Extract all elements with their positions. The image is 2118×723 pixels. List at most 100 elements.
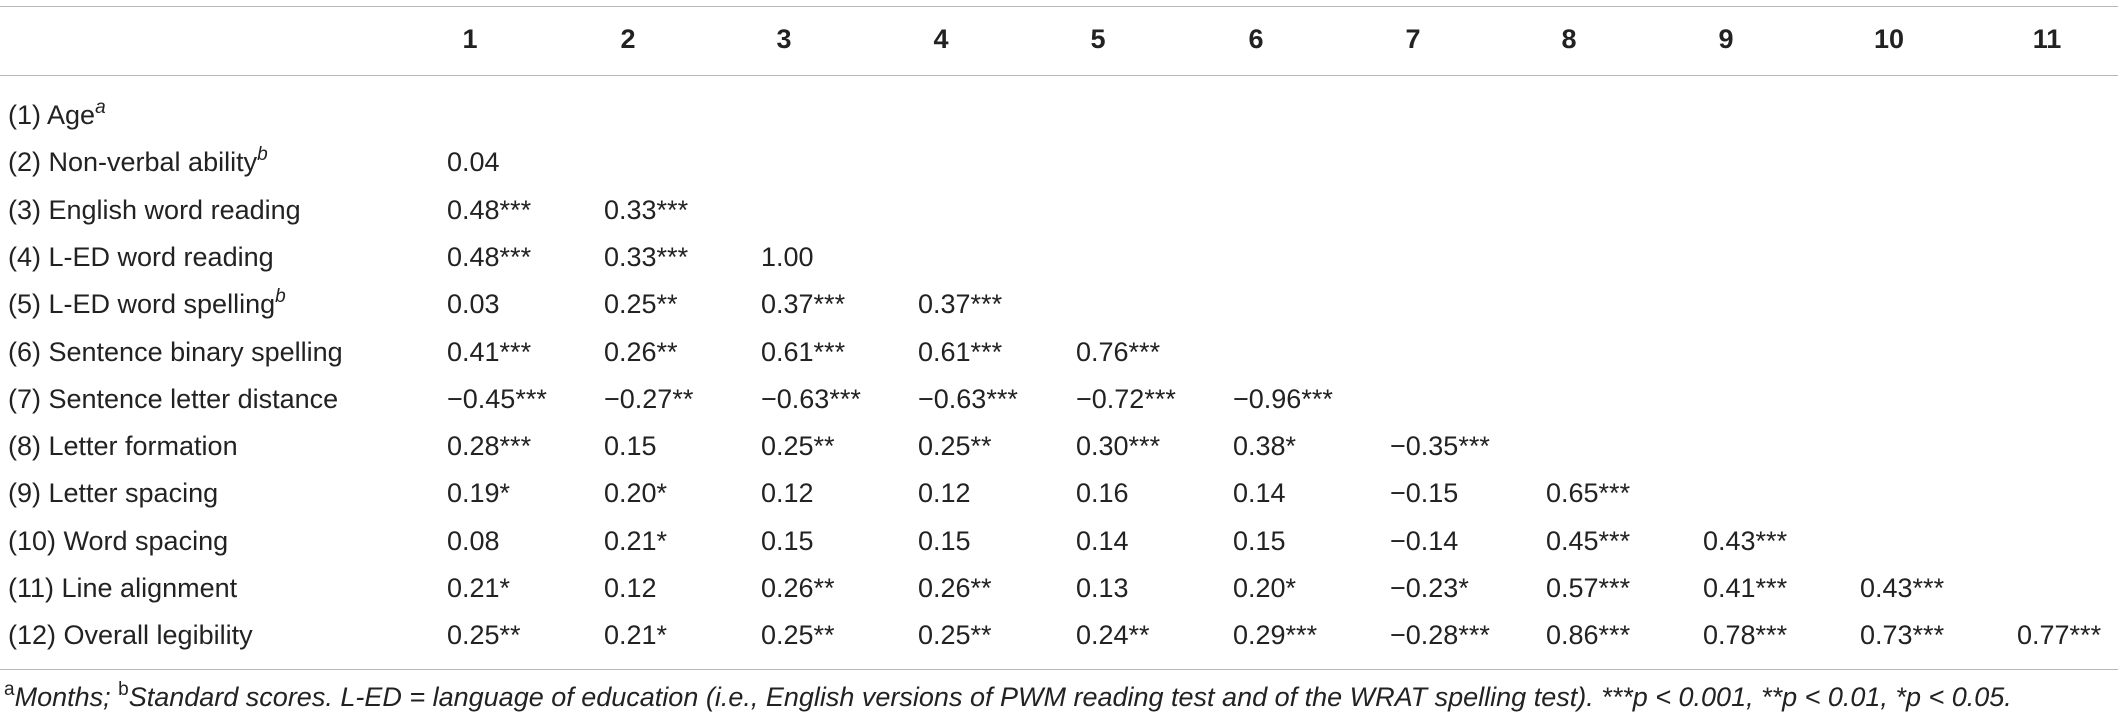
table-cell: −0.63***	[918, 384, 1018, 414]
column-header-5: 5	[1090, 24, 1106, 54]
row-label: (3) English word reading	[8, 195, 301, 226]
footnote-mark-a: a	[4, 679, 15, 700]
table-cell: 0.12	[604, 573, 657, 603]
table-cell: 0.26**	[918, 573, 992, 603]
table-cell: −0.45***	[447, 384, 547, 414]
table-cell: 0.78***	[1703, 620, 1788, 650]
row-label: (4) L-ED word reading	[8, 242, 274, 273]
column-header-4: 4	[933, 24, 949, 54]
row-label: (5) L-ED word spellingb	[8, 286, 286, 320]
footnote-a-text: Months;	[14, 682, 111, 712]
column-header-3: 3	[776, 24, 792, 54]
column-header-2: 2	[620, 24, 636, 54]
table-cell: 0.77***	[2017, 620, 2102, 650]
table-cell: 0.15	[761, 526, 814, 556]
table-cell: 0.38*	[1233, 431, 1297, 461]
table-cell: 0.21*	[604, 620, 668, 650]
column-header-10: 10	[1873, 24, 1905, 54]
table-cell: 0.04	[447, 147, 500, 177]
table-cell: −0.15	[1390, 478, 1459, 508]
table-cell: 0.24**	[1076, 620, 1150, 650]
row-label: (11) Line alignment	[8, 573, 237, 604]
table-cell: 0.21*	[447, 573, 511, 603]
row-label: (10) Word spacing	[8, 526, 228, 557]
table-cell: 0.33***	[604, 242, 689, 272]
table-cell: 0.25**	[447, 620, 521, 650]
table-cell: 0.61***	[918, 337, 1003, 367]
table-cell: 0.14	[1076, 526, 1129, 556]
table-cell: 0.25**	[604, 289, 678, 319]
row-label-text: (4) L-ED word reading	[8, 242, 274, 272]
table-cell: 0.48***	[447, 242, 532, 272]
table-cell: 0.41***	[447, 337, 532, 367]
table-cell: 0.03	[447, 289, 500, 319]
table-top-rule	[0, 6, 2118, 7]
table-footnote: aMonths; bStandard scores. L-ED = langua…	[4, 679, 2012, 713]
row-label-footnote-mark: b	[257, 144, 268, 165]
table-cell: 0.15	[1233, 526, 1286, 556]
table-cell: 0.65***	[1546, 478, 1631, 508]
row-label-text: (3) English word reading	[8, 195, 301, 225]
table-cell: −0.63***	[761, 384, 861, 414]
row-label-text: (11) Line alignment	[8, 573, 238, 603]
row-label: (2) Non-verbal abilityb	[8, 144, 268, 178]
table-cell: 0.13	[1076, 573, 1129, 603]
table-cell: 0.73***	[1860, 620, 1945, 650]
table-cell: 0.37***	[918, 289, 1003, 319]
footnote-mark-b: b	[118, 679, 129, 700]
row-label: (12) Overall legibility	[8, 620, 253, 651]
column-header-1: 1	[462, 24, 478, 54]
table-cell: 0.14	[1233, 478, 1286, 508]
table-cell: 0.08	[447, 526, 500, 556]
table-cell: 0.86***	[1546, 620, 1631, 650]
table-cell: 0.43***	[1703, 526, 1788, 556]
table-cell: 0.12	[918, 478, 971, 508]
table-cell: 0.26**	[761, 573, 835, 603]
table-cell: −0.28***	[1390, 620, 1490, 650]
table-cell: 0.16	[1076, 478, 1129, 508]
table-cell: −0.35***	[1390, 431, 1490, 461]
table-cell: 0.15	[604, 431, 657, 461]
table-cell: 0.33***	[604, 195, 689, 225]
table-cell: 1.00	[761, 242, 814, 272]
table-cell: −0.23*	[1390, 573, 1469, 603]
row-label: (7) Sentence letter distance	[8, 384, 338, 415]
row-label-text: (10) Word spacing	[8, 526, 229, 556]
table-cell: −0.96***	[1233, 384, 1333, 414]
table-cell: 0.25**	[761, 620, 835, 650]
row-label-text: (1) Age	[8, 100, 96, 130]
row-label: (8) Letter formation	[8, 431, 238, 462]
table-cell: 0.45***	[1546, 526, 1631, 556]
row-label: (1) Agea	[8, 97, 106, 131]
table-cell: 0.21*	[604, 526, 668, 556]
row-label-text: (12) Overall legibility	[8, 620, 253, 650]
table-cell: 0.41***	[1703, 573, 1788, 603]
table-cell: 0.28***	[447, 431, 532, 461]
row-label-footnote-mark: a	[95, 97, 106, 118]
table-cell: 0.26**	[604, 337, 678, 367]
table-bottom-rule	[0, 669, 2118, 670]
table-cell: 0.20*	[604, 478, 668, 508]
row-label: (9) Letter spacing	[8, 478, 218, 509]
table-cell: 0.76***	[1076, 337, 1161, 367]
row-label-text: (6) Sentence binary spelling	[8, 337, 343, 367]
table-cell: 0.29***	[1233, 620, 1318, 650]
table-header-rule	[0, 75, 2118, 76]
row-label-footnote-mark: b	[275, 286, 286, 307]
table-cell: −0.72***	[1076, 384, 1176, 414]
table-cell: 0.25**	[918, 431, 992, 461]
row-label-text: (8) Letter formation	[8, 431, 238, 461]
table-cell: −0.27**	[604, 384, 694, 414]
table-cell: 0.15	[918, 526, 971, 556]
table-cell: 0.12	[761, 478, 814, 508]
column-header-11: 11	[2032, 24, 2062, 54]
table-cell: 0.48***	[447, 195, 532, 225]
table-cell: −0.14	[1390, 526, 1459, 556]
row-label-text: (5) L-ED word spelling	[8, 289, 276, 319]
table-cell: 0.57***	[1546, 573, 1631, 603]
footnote-b-text: Standard scores. L-ED = language of educ…	[128, 682, 2012, 712]
table-cell: 0.20*	[1233, 573, 1297, 603]
table-cell: 0.25**	[761, 431, 835, 461]
row-label: (6) Sentence binary spelling	[8, 337, 343, 368]
table-cell: 0.25**	[918, 620, 992, 650]
